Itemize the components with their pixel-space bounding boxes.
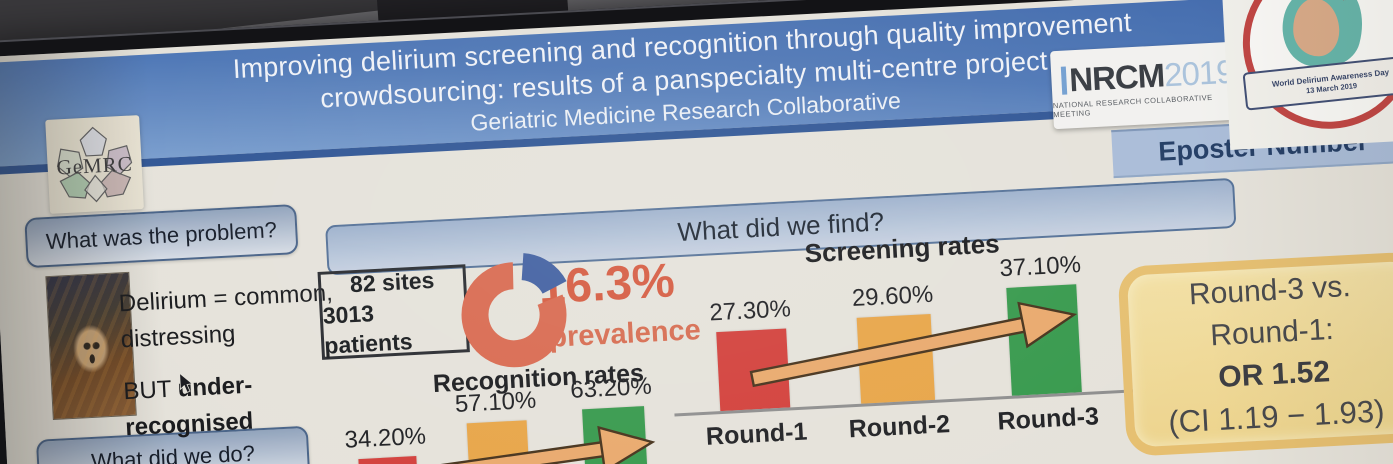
result-line2: Round-1: — [1209, 312, 1335, 353]
donut-prevalence-slice — [520, 253, 567, 295]
nrcm-logo: NRCM 2019 NATIONAL RESEARCH COLLABORATIV… — [1049, 41, 1246, 130]
prevalence-donut-chart — [461, 253, 567, 368]
nrcm-year: 2019 — [1163, 52, 1235, 93]
sites-count: 82 sites — [349, 266, 435, 298]
problem-text-line2: distressing — [120, 320, 237, 354]
nrcm-text: NRCM — [1068, 55, 1166, 98]
screening-bar-value-3: 37.10% — [998, 251, 1082, 283]
recognition-bar-value-2: 57.10% — [454, 386, 537, 418]
nrcm-accent-bar — [1060, 66, 1068, 95]
problem-text-line1: Delirium = common, — [118, 279, 334, 318]
donut-rest-arc — [461, 262, 567, 368]
patients-count: 3013 patients — [322, 300, 414, 359]
section-header-problem: What was the problem? — [24, 204, 299, 269]
problem-header-label: What was the problem? — [45, 217, 278, 255]
gemrc-logo-text: GeMRC — [55, 151, 134, 180]
did-header-label: What did we do? — [90, 440, 256, 464]
result-odds-ratio: OR 1.52 — [1217, 355, 1331, 394]
gemrc-gem-rosette — [56, 126, 133, 203]
screening-trend-arrow — [749, 301, 1078, 388]
mouse-cursor-icon — [179, 372, 194, 393]
x-tick-round1: Round-1 — [705, 417, 808, 451]
gemrc-logo: GeMRC — [45, 115, 144, 214]
odds-ratio-result-box: Round-3 vs. Round-1: OR 1.52 (CI 1.19 − … — [1117, 251, 1393, 457]
x-tick-round3: Round-3 — [996, 402, 1100, 436]
recognition-trend-arrow — [368, 425, 656, 464]
x-tick-round2: Round-2 — [848, 410, 951, 444]
result-confidence-interval: (CI 1.19 − 1.93) — [1167, 393, 1386, 440]
but-text: BUT — [122, 375, 179, 406]
